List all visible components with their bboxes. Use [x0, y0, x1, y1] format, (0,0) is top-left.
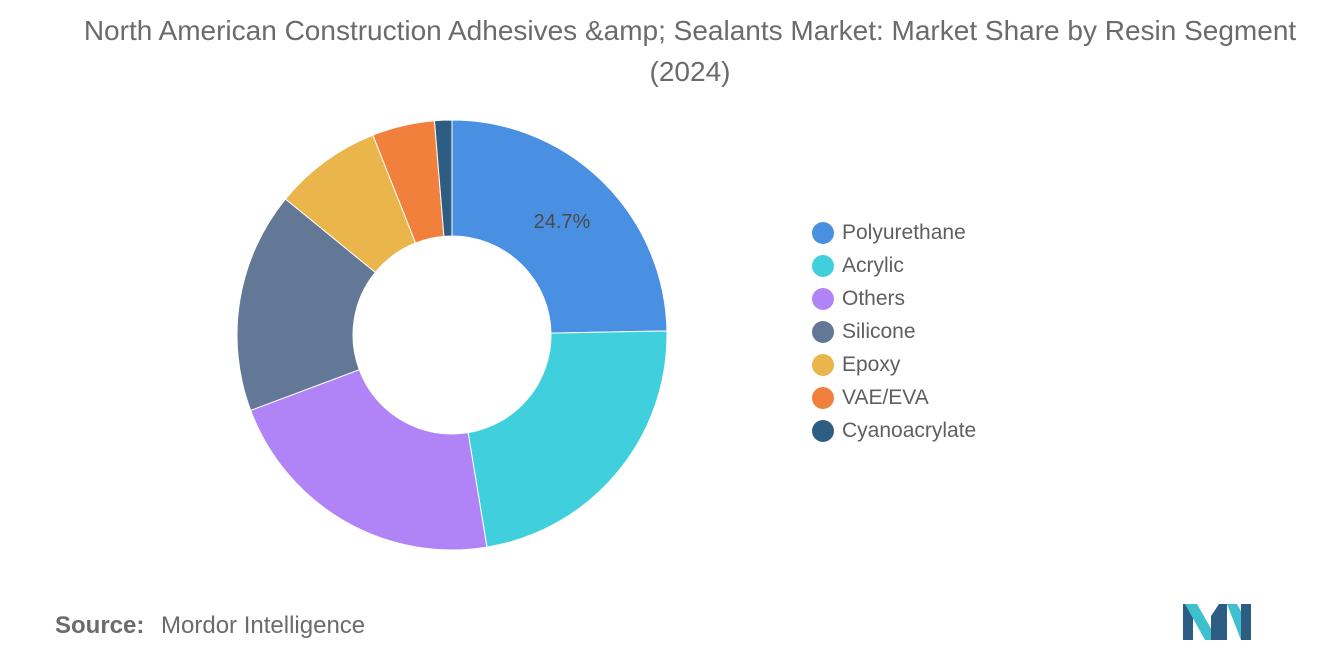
legend-swatch-acrylic [812, 254, 834, 277]
donut-slice-acrylic[interactable] [467, 330, 668, 548]
legend-swatch-silicone [812, 320, 834, 343]
donut-slice-silicone[interactable] [236, 198, 377, 412]
source-label: Source: [55, 612, 145, 639]
data-labels: 24.7% [534, 211, 591, 233]
legend-label-others: Others [842, 286, 906, 310]
legend-label-epoxy: Epoxy [842, 352, 901, 376]
legend-item-cyanoacrylate[interactable]: Cyanoacrylate [812, 414, 976, 447]
source-note: Source: Mordor Intelligence [55, 612, 365, 640]
legend-label-vae-eva: VAE/EVA [842, 385, 929, 409]
legend-swatch-vae-eva [812, 386, 834, 409]
legend-swatch-epoxy [812, 353, 834, 376]
chart-title: North American Construction Adhesives &a… [83, 15, 1297, 87]
donut-slice-polyurethane[interactable] [451, 119, 668, 334]
data-label-polyurethane: 24.7% [534, 211, 591, 233]
legend-item-vae-eva[interactable]: VAE/EVA [812, 381, 976, 414]
legend-label-acrylic: Acrylic [842, 253, 904, 277]
legend-swatch-cyanoacrylate [812, 419, 834, 442]
donut-slice-cyanoacrylate[interactable] [433, 119, 453, 237]
source-text: Mordor Intelligence [161, 612, 366, 639]
donut-slice-others[interactable] [249, 369, 488, 551]
legend-label-cyanoacrylate: Cyanoacrylate [842, 418, 977, 442]
logo-right-bar [1241, 604, 1251, 640]
legend-item-epoxy[interactable]: Epoxy [812, 348, 976, 381]
legend-item-others[interactable]: Others [812, 282, 976, 315]
legend-swatch-polyurethane [812, 221, 834, 244]
mordor-intelligence-logo-icon [1183, 604, 1251, 640]
legend-label-silicone: Silicone [842, 319, 916, 343]
logo-center-bar [1211, 604, 1227, 640]
legend-label-polyurethane: Polyurethane [842, 220, 966, 244]
chart-legend: Polyurethane Acrylic Others Silicone Epo… [812, 216, 976, 447]
legend-item-silicone[interactable]: Silicone [812, 315, 976, 348]
legend-swatch-others [812, 287, 834, 310]
legend-item-polyurethane[interactable]: Polyurethane [812, 216, 976, 249]
logo-left-diagonal [1185, 604, 1213, 640]
legend-item-acrylic[interactable]: Acrylic [812, 249, 976, 282]
donut-slices [236, 119, 668, 551]
